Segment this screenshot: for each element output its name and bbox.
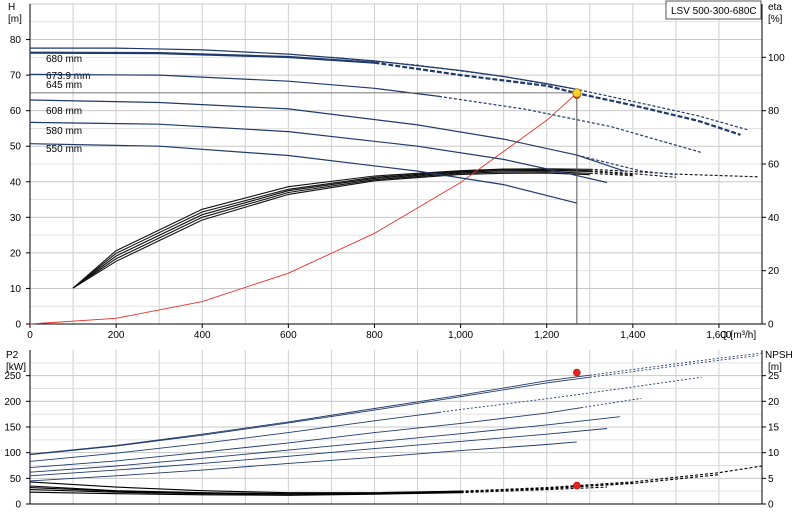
eta-axis-unit: [%]	[768, 14, 783, 25]
eta-tick-label: 40	[768, 213, 780, 224]
bottom-grid	[30, 350, 763, 504]
flow-tick-label: 1,000	[448, 330, 473, 341]
eta-tick-label: 60	[768, 160, 780, 171]
flow-tick-label: 600	[280, 330, 297, 341]
head-tick-label: 30	[10, 213, 22, 224]
power-curve-dashed	[439, 376, 702, 413]
impeller-diameter-label: 550 mm	[46, 144, 82, 155]
npsh-curve	[29, 487, 461, 495]
impeller-diameter-label: 580 mm	[46, 126, 82, 137]
head-tick-label: 10	[10, 284, 22, 295]
power-curve	[29, 441, 577, 482]
head-tick-label: 50	[10, 142, 22, 153]
npsh-tick-label: 0	[768, 500, 774, 511]
eta-axis-label: eta	[768, 2, 782, 13]
npsh-curves	[29, 465, 763, 496]
power-tick-label: 150	[4, 423, 21, 434]
efficiency-curve-dashed	[589, 170, 633, 176]
head-tick-label: 70	[10, 71, 22, 82]
power-curves	[29, 352, 763, 482]
operating-point-power-marker	[573, 368, 581, 377]
npsh-axis-unit: [m]	[768, 362, 782, 373]
operating-point-npsh-marker	[573, 481, 581, 490]
operating-point-head-marker	[572, 88, 582, 98]
efficiency-curve	[72, 169, 590, 289]
npsh-tick-label: 10	[768, 448, 780, 459]
npsh-axis-label: NPSH	[765, 350, 793, 361]
npsh-curve-dashed	[460, 486, 608, 494]
npsh-curve-dashed	[460, 485, 577, 493]
efficiency-curve-dashed	[589, 172, 633, 177]
power-tick-label: 50	[10, 474, 22, 485]
head-curve	[29, 121, 608, 184]
impeller-diameter-label: 608 mm	[46, 106, 82, 117]
flow-axis-label: Q [m³/h]	[720, 330, 756, 341]
head-curve-dashed	[331, 56, 750, 131]
power-tick-label: 100	[4, 448, 21, 459]
power-curve	[29, 428, 608, 477]
eta-tick-label: 20	[768, 266, 780, 277]
model-box	[665, 0, 762, 20]
head-tick-label: 60	[10, 106, 22, 117]
power-curve-dashed	[589, 352, 763, 376]
power-tick-label: 0	[15, 500, 21, 511]
efficiency-curve	[72, 171, 590, 289]
model-label: LSV 500-300-680C	[671, 6, 757, 17]
head-curve	[29, 73, 440, 97]
power-axis-unit: [kW]	[6, 362, 26, 373]
flow-tick-label: 1,400	[620, 330, 645, 341]
efficiency-curves	[72, 168, 758, 289]
impeller-diameter-label: 673.9 mm	[46, 71, 90, 82]
efficiency-curve-dashed	[589, 170, 676, 178]
npsh-tick-label: 5	[768, 474, 774, 485]
power-curve	[29, 407, 582, 469]
npsh-curve	[29, 481, 461, 494]
head-curve-dashed	[439, 95, 702, 154]
efficiency-curve	[72, 169, 590, 289]
power-curve	[29, 411, 440, 462]
power-curve-dashed	[589, 355, 758, 378]
power-tick-label: 250	[4, 371, 21, 382]
npsh-tick-label: 15	[768, 423, 780, 434]
power-axis-label: P2	[6, 350, 19, 361]
flow-tick-label: 1,600	[706, 330, 731, 341]
impeller-diameter-label: 645 mm	[46, 80, 82, 91]
head-curve	[29, 51, 375, 64]
head-tick-label: 40	[10, 177, 22, 188]
power-curve	[29, 376, 590, 456]
head-curve-dashed	[576, 154, 676, 176]
power-curve	[29, 374, 590, 455]
npsh-curve	[29, 491, 461, 496]
flow-tick-label: 800	[366, 330, 383, 341]
head-curve-dashed	[374, 61, 741, 136]
npsh-tick-label: 25	[768, 371, 780, 382]
efficiency-curve-dashed	[589, 168, 758, 178]
head-curve	[30, 47, 577, 90]
flow-tick-label: 1,200	[534, 330, 559, 341]
eta-tick-label: 0	[768, 320, 774, 331]
head-tick-label: 0	[15, 320, 21, 331]
axes	[29, 4, 763, 505]
eta-tick-label: 80	[768, 106, 780, 117]
power-curve	[29, 416, 620, 473]
head-curve	[29, 143, 577, 204]
npsh-tick-label: 20	[768, 397, 780, 408]
efficiency-curve	[72, 172, 590, 289]
npsh-curve-dashed	[460, 474, 719, 492]
flow-tick-label: 400	[194, 330, 211, 341]
head-axis-label: H	[8, 2, 15, 13]
head-tick-label: 20	[10, 248, 22, 259]
flow-tick-label: 200	[108, 330, 125, 341]
system-curve	[29, 92, 578, 325]
eta-tick-label: 100	[768, 53, 785, 64]
impeller-diameter-label: 680 mm	[46, 54, 82, 65]
flow-tick-label: 0	[27, 330, 33, 341]
efficiency-curve	[72, 168, 590, 289]
power-tick-label: 200	[4, 397, 21, 408]
head-tick-label: 80	[10, 35, 22, 46]
head-axis-unit: [m]	[8, 14, 22, 25]
